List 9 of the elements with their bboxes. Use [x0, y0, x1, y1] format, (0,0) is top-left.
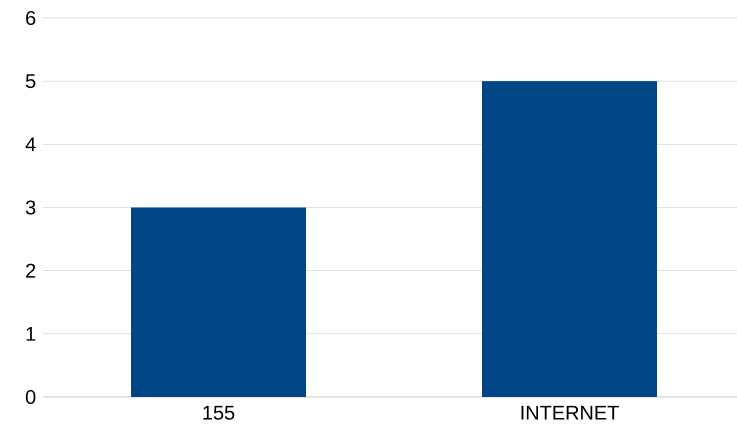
y-tick-label: 1 [26, 326, 36, 341]
y-tick-label: 5 [26, 74, 36, 88]
x-tick-label: 155 [203, 406, 234, 420]
y-tick-label: 2 [26, 264, 36, 278]
y-tick-label: 6 [26, 10, 36, 26]
y-tick-label: 3 [26, 200, 36, 215]
y-tick-label: 0 [26, 390, 36, 404]
y-tick-label: 4 [26, 137, 36, 152]
x-tick-label: INTERNET [522, 406, 619, 420]
